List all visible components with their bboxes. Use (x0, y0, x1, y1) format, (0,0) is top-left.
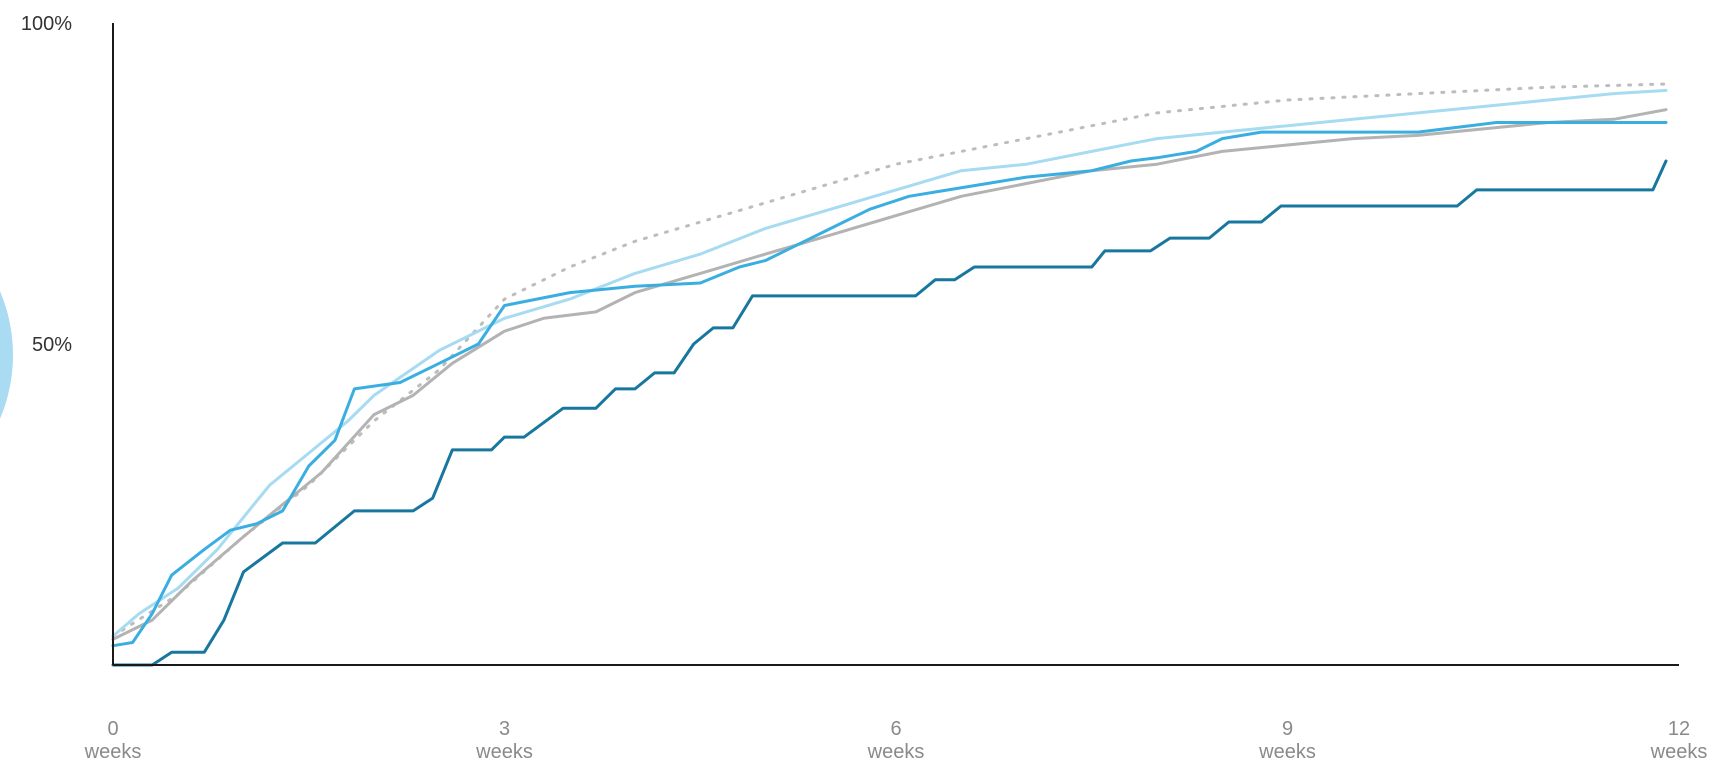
y-tick-label: 100% (21, 13, 72, 35)
series-line-1 (111, 82, 1668, 638)
series-layer (111, 82, 1668, 667)
series-line-2 (111, 108, 1668, 641)
x-tick-label: 3 (499, 718, 510, 740)
x-tick-unit: weeks (84, 741, 142, 763)
x-tick-label: 0 (107, 718, 118, 740)
series-line-5 (111, 159, 1668, 667)
x-tick-label: 12 (1668, 718, 1690, 740)
x-tick-unit: weeks (1650, 741, 1708, 763)
x-tick-unit: weeks (867, 741, 925, 763)
series-line-4 (111, 121, 1668, 648)
decorative-circle (0, 291, 13, 419)
x-tick-unit: weeks (1258, 741, 1316, 763)
y-tick-labels: 100% 50% (21, 13, 72, 356)
x-tick-unit: weeks (475, 741, 533, 763)
x-tick-label: 9 (1282, 718, 1293, 740)
x-tick-label: 6 (890, 718, 901, 740)
series-line-3 (111, 88, 1668, 638)
y-tick-label: 50% (32, 334, 72, 356)
